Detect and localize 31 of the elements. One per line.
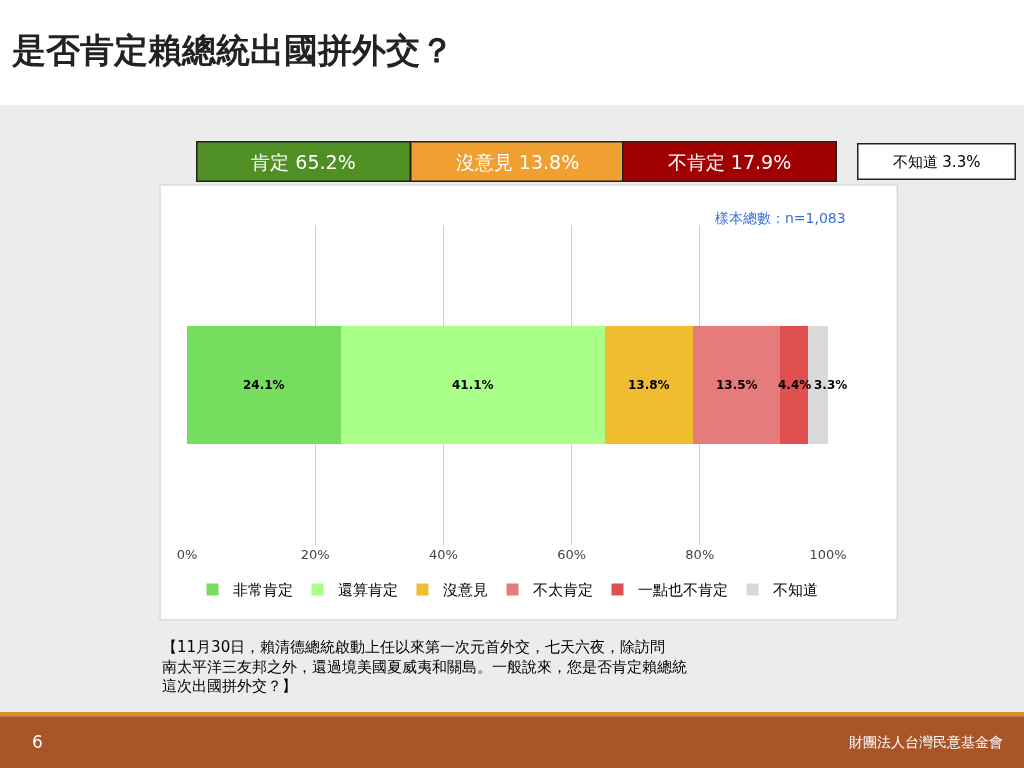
text: 【11月30日，賴清德總統啟動上任以來第一次元首外交，七天六夜，除訪問南太平洋三友邦之外，還過境美國夏威夷和關島。一般說來，您是否肯定賴總統這次出國拼外交？】 xyxy=(162,638,687,695)
text: 沒意見 13.8% xyxy=(455,150,580,173)
bar xyxy=(693,326,780,444)
data-label: 3.3% xyxy=(814,378,848,392)
bar xyxy=(779,326,809,444)
x-tick-label: 20% xyxy=(300,547,330,562)
data-label: 13.5% xyxy=(716,378,758,392)
annotation: 樣本總數：n=1,083 xyxy=(715,210,846,226)
data-label: 24.1% xyxy=(243,378,285,392)
x-tick-label: 60% xyxy=(557,547,587,562)
text: 財團法人台灣民意基金會 xyxy=(849,734,1003,750)
data-label: 13.8% xyxy=(628,378,670,392)
legend-label: 沒意見 xyxy=(442,581,488,600)
legend-label: 不太肯定 xyxy=(532,581,593,600)
bar xyxy=(604,326,694,444)
text: 不知道 3.3% xyxy=(892,152,981,171)
text: 6 xyxy=(32,732,43,752)
chart-title: 是否肯定賴總統出國拼外交？ xyxy=(11,29,455,70)
legend-label: 不知道 xyxy=(772,581,818,600)
legend-label: 一點也不肯定 xyxy=(637,581,728,600)
x-tick-label: 0% xyxy=(176,547,198,562)
text: 不肯定 17.9% xyxy=(667,150,792,173)
x-tick-label: 40% xyxy=(428,547,458,562)
x-tick-label: 80% xyxy=(685,547,715,562)
legend-label: 非常肯定 xyxy=(232,581,293,600)
data-label: 41.1% xyxy=(452,378,494,392)
legend-label: 還算肯定 xyxy=(337,581,398,600)
bar xyxy=(341,326,605,444)
x-tick-label: 100% xyxy=(809,547,847,562)
bar xyxy=(187,326,342,444)
text: 肯定 65.2% xyxy=(251,150,356,173)
